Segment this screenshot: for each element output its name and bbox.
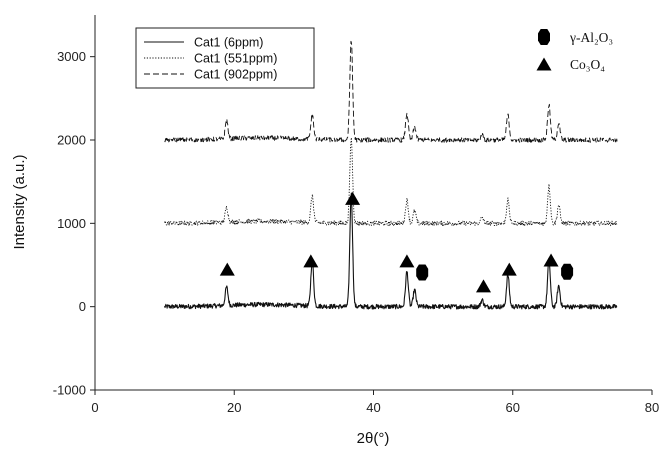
legend: Cat1 (6ppm) Cat1 (551ppm) Cat1 (902ppm) (135, 27, 315, 89)
marker-legend-label: Co₃O₄ (570, 57, 605, 72)
co3o4-legend-symbol (536, 57, 552, 71)
al2o3-legend-symbol (538, 29, 550, 45)
legend-entry-label: Cat1 (551ppm) (194, 52, 277, 66)
series-line-2 (164, 137, 618, 227)
y-tick-label: 1000 (57, 216, 86, 231)
co3o4-triangle-marker (476, 279, 492, 293)
x-tick-label: 80 (645, 400, 659, 415)
series-line-1 (164, 192, 618, 310)
x-tick-label: 0 (91, 400, 98, 415)
marker-legend-label: γ-Al₂O₃ (569, 30, 613, 45)
co3o4-triangle-marker (219, 262, 235, 276)
y-axis-title: Intensity (a.u.) (11, 154, 28, 249)
co3o4-triangle-marker (501, 262, 517, 276)
co3o4-triangle-marker (543, 253, 559, 267)
al2o3-hexagon-marker (416, 264, 429, 281)
x-axis-title: 2θ(°) (357, 430, 390, 447)
al2o3-hexagon-marker (561, 263, 574, 280)
x-tick-label: 40 (366, 400, 380, 415)
co3o4-triangle-marker (399, 254, 415, 268)
x-tick-label: 60 (506, 400, 520, 415)
y-tick-label: 3000 (57, 49, 86, 64)
legend-entry-label: Cat1 (902ppm) (194, 68, 277, 82)
x-tick-label: 20 (227, 400, 241, 415)
legend-box (135, 27, 315, 89)
series-line-3 (164, 40, 618, 143)
co3o4-triangle-marker (345, 191, 361, 205)
co3o4-triangle-marker (303, 254, 319, 268)
legend-entry-label: Cat1 (6ppm) (194, 36, 263, 50)
series-layer (164, 40, 618, 310)
y-tick-label: 2000 (57, 133, 86, 148)
marker-legend: γ-Al₂O₃ Co₃O₄ (536, 29, 613, 72)
y-tick-label: -1000 (53, 383, 86, 398)
peak-markers (219, 191, 574, 293)
axes: 0 20 40 60 80 -1000 0 1000 2000 3000 (53, 15, 659, 415)
y-tick-label: 0 (79, 299, 86, 314)
